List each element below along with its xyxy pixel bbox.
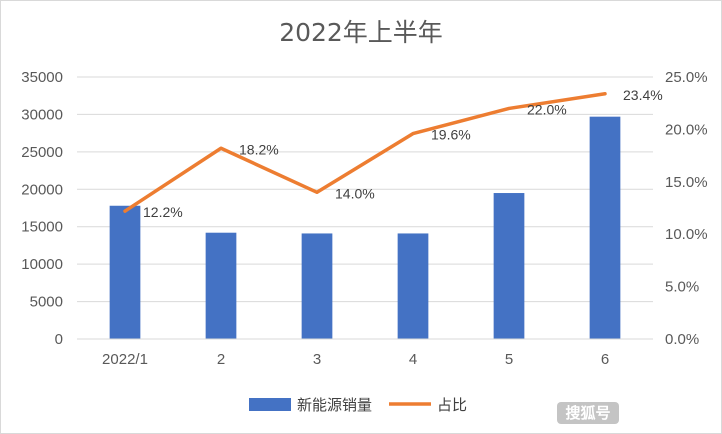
line-point (507, 106, 511, 110)
right-tick-label: 25.0% (665, 69, 708, 86)
data-label: 23.4% (623, 87, 663, 103)
gridlines (77, 76, 653, 303)
legend-swatch-bar (249, 398, 291, 411)
left-axis-ticks: 0 5000 10000 15000 20000 25000 30000 35000 (21, 69, 63, 348)
left-tick-label: 25000 (21, 144, 63, 161)
right-tick-label: 5.0% (665, 279, 699, 296)
watermark: 搜狐号 @光子出行 (557, 402, 700, 424)
left-tick-label: 30000 (21, 106, 63, 123)
legend-label-bar: 新能源销量 (297, 396, 372, 414)
line-point (315, 190, 319, 194)
legend-label-line: 占比 (437, 396, 467, 414)
x-tick-label: 2 (217, 351, 225, 368)
watermark-badge: 搜狐号 (565, 404, 610, 422)
legend: 新能源销量 占比 (249, 396, 467, 414)
watermark-text: @光子出行 (625, 404, 700, 422)
watermark-badge-bg (557, 402, 619, 424)
bar (205, 232, 237, 339)
chart-title: 2022年上半年 (279, 18, 443, 47)
data-label: 18.2% (239, 141, 279, 157)
left-tick-label: 15000 (21, 219, 63, 236)
line-series: 12.2% 18.2% 14.0% 19.6% 22.0% 23.4% (123, 87, 663, 220)
x-tick-label: 4 (409, 351, 417, 368)
x-axis-ticks: 2022/1 2 3 4 5 6 (102, 351, 609, 368)
right-tick-label: 20.0% (665, 121, 708, 138)
left-tick-label: 5000 (30, 294, 63, 311)
line-point (123, 209, 127, 213)
right-axis-ticks: 0.0% 5.0% 10.0% 15.0% 20.0% 25.0% (665, 69, 708, 348)
line-path (123, 92, 607, 213)
bar-series (109, 116, 621, 339)
bar (493, 193, 525, 339)
bar (109, 205, 141, 339)
data-label: 14.0% (335, 185, 375, 201)
left-tick-label: 10000 (21, 256, 63, 273)
left-tick-label: 0 (55, 331, 63, 348)
x-tick-label: 3 (313, 351, 321, 368)
bar (397, 233, 429, 339)
data-label: 22.0% (527, 101, 567, 117)
right-tick-label: 15.0% (665, 174, 708, 191)
left-tick-label: 20000 (21, 181, 63, 198)
data-label: 12.2% (143, 204, 183, 220)
line-point (411, 132, 415, 136)
right-tick-label: 0.0% (665, 331, 699, 348)
x-tick-label: 6 (601, 351, 609, 368)
x-tick-label: 5 (505, 351, 513, 368)
left-tick-label: 35000 (21, 69, 63, 86)
bar (301, 233, 333, 339)
data-label: 19.6% (431, 127, 471, 143)
line-point (219, 146, 223, 150)
bar (589, 116, 621, 339)
x-tick-label: 2022/1 (102, 351, 148, 368)
line-point (603, 92, 607, 96)
right-tick-label: 10.0% (665, 226, 708, 243)
